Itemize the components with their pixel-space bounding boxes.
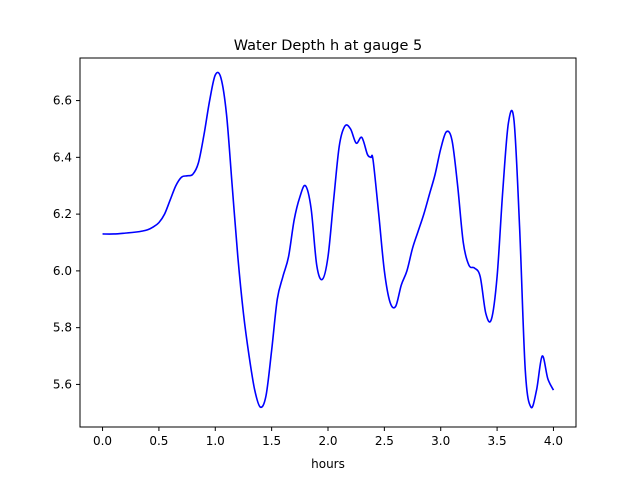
y-tick-label: 5.6: [53, 377, 72, 391]
series-line-0: [102, 71, 555, 409]
x-axis-label: hours: [311, 457, 345, 471]
chart-title: Water Depth h at gauge 5: [234, 38, 422, 54]
x-tick-label: 1.5: [262, 434, 281, 448]
series-layer: [102, 71, 555, 409]
x-tick-label: 1.0: [206, 434, 225, 448]
y-tick-label: 5.8: [53, 321, 72, 335]
plot-area: [80, 58, 576, 427]
y-tick-label: 6.4: [53, 150, 72, 164]
x-tick-label: 0.0: [93, 434, 112, 448]
x-axis: 0.0 0.5 1.0 1.5 2.0 2.5 3.0 3.5 4.0: [93, 427, 563, 448]
x-tick-label: 3.0: [431, 434, 450, 448]
y-tick-label: 6.2: [53, 207, 72, 221]
x-tick-label: 2.0: [318, 434, 337, 448]
y-tick-label: 6.6: [53, 94, 72, 108]
x-tick-label: 3.5: [488, 434, 507, 448]
x-tick-label: 2.5: [375, 434, 394, 448]
y-tick-label: 6.0: [53, 264, 72, 278]
y-axis: 5.6 5.8 6.0 6.2 6.4 6.6: [53, 94, 80, 391]
x-tick-label: 0.5: [149, 434, 168, 448]
x-tick-label: 4.0: [544, 434, 563, 448]
